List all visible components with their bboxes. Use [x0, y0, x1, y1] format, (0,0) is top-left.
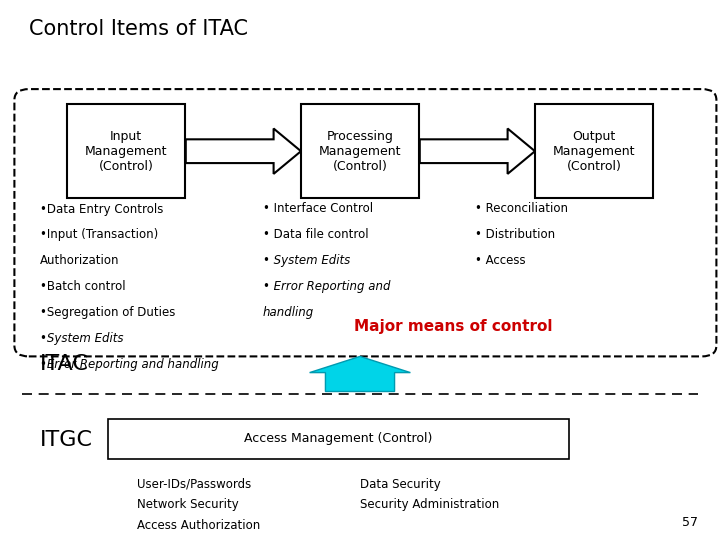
Text: Output
Management
(Control): Output Management (Control): [553, 130, 635, 173]
Text: Access Management (Control): Access Management (Control): [244, 432, 433, 445]
FancyBboxPatch shape: [14, 89, 716, 356]
Polygon shape: [186, 129, 301, 174]
Text: handling: handling: [263, 306, 314, 319]
Text: •Error Reporting and handling: •Error Reporting and handling: [40, 358, 218, 371]
Text: Authorization: Authorization: [40, 254, 119, 267]
FancyBboxPatch shape: [534, 104, 654, 199]
Text: Control Items of ITAC: Control Items of ITAC: [29, 19, 248, 39]
Text: •Data Entry Controls: •Data Entry Controls: [40, 202, 163, 215]
Text: 57: 57: [683, 516, 698, 529]
Polygon shape: [310, 356, 410, 392]
Text: •Input (Transaction): •Input (Transaction): [40, 228, 158, 241]
Text: • Access: • Access: [475, 254, 526, 267]
Text: Processing
Management
(Control): Processing Management (Control): [319, 130, 401, 173]
Text: Data Security: Data Security: [360, 478, 441, 491]
Text: •System Edits: •System Edits: [40, 332, 123, 345]
Text: ITAC: ITAC: [40, 354, 89, 375]
Text: Input
Management
(Control): Input Management (Control): [85, 130, 167, 173]
Text: User-IDs/Passwords: User-IDs/Passwords: [137, 478, 251, 491]
Text: Network Security: Network Security: [137, 498, 238, 511]
Text: •Batch control: •Batch control: [40, 280, 125, 293]
Text: Security Administration: Security Administration: [360, 498, 499, 511]
Polygon shape: [420, 129, 535, 174]
Text: • Data file control: • Data file control: [263, 228, 369, 241]
Text: Major means of control: Major means of control: [354, 319, 553, 334]
Text: •Segregation of Duties: •Segregation of Duties: [40, 306, 175, 319]
FancyBboxPatch shape: [301, 104, 419, 199]
FancyBboxPatch shape: [66, 104, 186, 199]
Text: • Interface Control: • Interface Control: [263, 202, 373, 215]
Text: • Error Reporting and: • Error Reporting and: [263, 280, 390, 293]
Text: ITGC: ITGC: [40, 430, 93, 450]
Text: • Reconciliation: • Reconciliation: [475, 202, 568, 215]
FancyBboxPatch shape: [108, 418, 569, 459]
Text: • System Edits: • System Edits: [263, 254, 350, 267]
Text: • Distribution: • Distribution: [475, 228, 555, 241]
Text: Access Authorization: Access Authorization: [137, 519, 260, 532]
